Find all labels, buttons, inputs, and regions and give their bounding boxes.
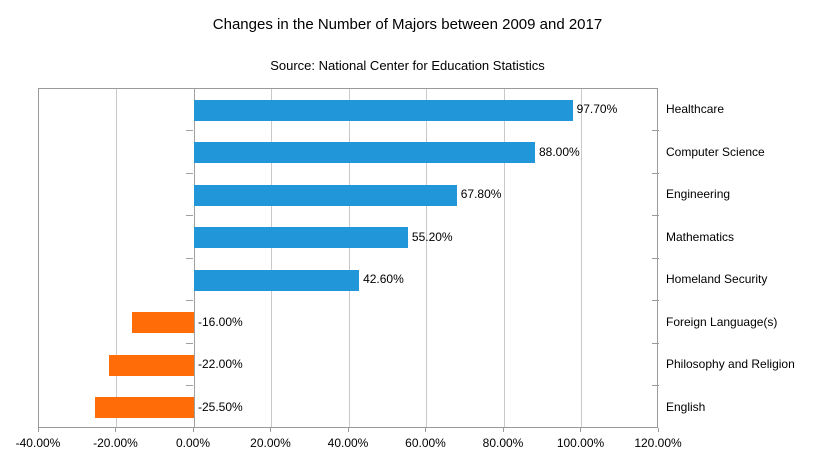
plot-area — [38, 88, 658, 428]
gridline — [271, 89, 272, 427]
category-axis-tick — [652, 300, 659, 301]
x-axis-tick — [37, 428, 39, 432]
bar-philosophy-and-religion — [108, 354, 194, 376]
bar-engineering — [194, 184, 457, 206]
value-label: 97.70% — [576, 102, 618, 117]
gridline — [348, 89, 350, 427]
x-axis-tick — [580, 428, 581, 432]
x-axis-label: 120.00% — [634, 436, 682, 450]
value-label: 88.00% — [539, 144, 580, 159]
category-axis-tick — [652, 385, 659, 386]
zero-axis-tick — [186, 172, 193, 174]
x-axis-tick — [192, 428, 194, 432]
chart-subtitle: Source: National Center for Education St… — [270, 58, 545, 73]
category-axis-tick — [652, 257, 659, 259]
x-axis-tick — [502, 428, 504, 432]
value-label: 42.60% — [363, 272, 404, 287]
x-axis-label: 20.00% — [250, 436, 291, 450]
bar-foreign-language-s- — [132, 312, 194, 334]
value-label: -25.50% — [198, 399, 243, 414]
x-axis-label: 40.00% — [327, 436, 369, 450]
category-axis-tick — [652, 342, 659, 344]
x-axis-label: -40.00% — [15, 436, 61, 450]
x-axis-label: 60.00% — [405, 436, 446, 450]
zero-axis-tick — [186, 215, 193, 216]
category-label: Engineering — [666, 187, 731, 202]
category-axis-tick — [652, 130, 659, 131]
category-label: Computer Science — [666, 144, 765, 159]
gridline — [503, 89, 505, 427]
zero-axis-tick — [186, 385, 193, 386]
x-axis-label: -20.00% — [93, 436, 138, 450]
value-label: 55.20% — [411, 229, 453, 244]
gridline — [426, 89, 427, 427]
category-axis-tick — [652, 172, 659, 174]
zero-axis-tick — [186, 130, 193, 131]
x-axis-label: 100.00% — [556, 436, 605, 450]
x-axis-tick — [270, 428, 271, 432]
zero-axis-tick — [186, 257, 193, 259]
category-label: English — [666, 399, 706, 414]
category-label: Healthcare — [666, 102, 725, 117]
gridline — [581, 89, 582, 427]
x-axis-tick — [425, 428, 426, 432]
category-axis-tick — [652, 215, 659, 216]
x-axis-tick — [115, 428, 116, 432]
x-axis-tick — [347, 428, 349, 432]
bar-computer-science — [194, 142, 535, 164]
chart-title: Changes in the Number of Majors between … — [212, 16, 603, 33]
zero-axis-tick — [186, 342, 193, 344]
value-label: -22.00% — [198, 357, 243, 372]
bar-homeland-security — [194, 269, 360, 291]
bar-mathematics — [194, 227, 408, 249]
bar-english — [95, 397, 194, 419]
bar-healthcare — [194, 99, 573, 121]
category-label: Homeland Security — [666, 272, 768, 287]
zero-axis-line — [193, 89, 195, 427]
value-label: 67.80% — [460, 187, 502, 202]
x-axis-label: 80.00% — [482, 436, 524, 450]
value-label: -16.00% — [198, 314, 243, 329]
x-axis-tick — [657, 428, 659, 432]
gridline — [116, 89, 117, 427]
category-label: Mathematics — [666, 229, 735, 244]
x-axis-label: 0.00% — [175, 436, 211, 450]
zero-axis-tick — [186, 300, 193, 301]
category-label: Philosophy and Religion — [666, 357, 795, 372]
category-label: Foreign Language(s) — [666, 314, 778, 329]
